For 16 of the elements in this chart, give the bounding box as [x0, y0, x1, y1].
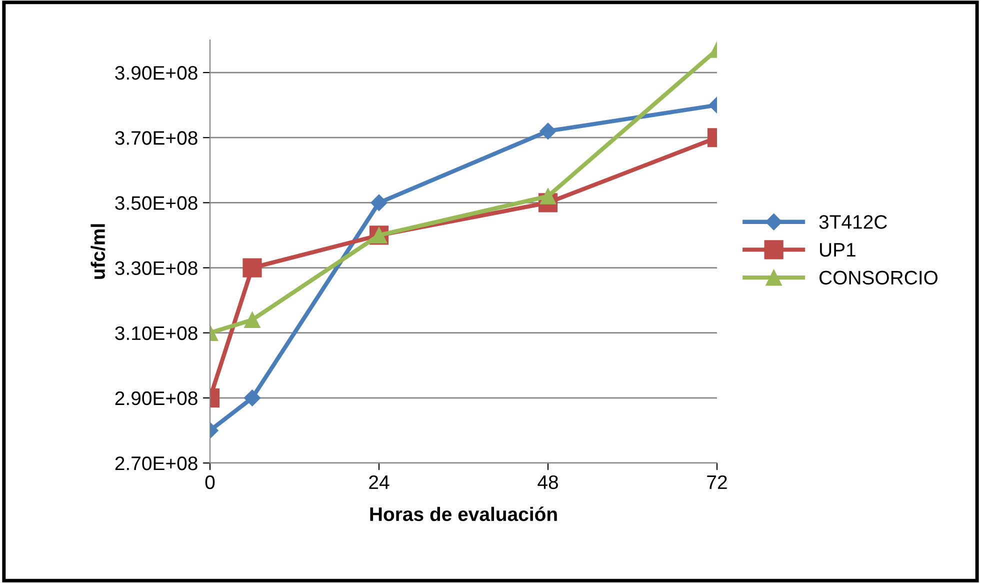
y-tick-label: 3.90E+08 [115, 66, 198, 80]
x-axis-title: Horas de evaluación [370, 506, 557, 522]
x-tick-label: 0 [205, 475, 215, 490]
y-tick-label: 2.70E+08 [115, 456, 198, 470]
legend-label: CONSORCIO [820, 270, 938, 285]
y-axis-title: ufc/ml [90, 224, 106, 279]
y-tick-label: 2.90E+08 [115, 391, 198, 406]
x-tick-label: 48 [538, 475, 558, 490]
y-tick-label: 3.10E+08 [115, 326, 198, 340]
legend-label: 3T412C [819, 215, 887, 229]
y-tick-label: 3.30E+08 [115, 261, 198, 276]
legend-label: UP1 [820, 243, 856, 257]
x-tick-label: 24 [369, 475, 390, 489]
y-tick-label: 3.50E+08 [115, 196, 198, 210]
y-tick-label: 3.70E+08 [115, 131, 198, 145]
x-tick-label: 72 [707, 475, 727, 489]
